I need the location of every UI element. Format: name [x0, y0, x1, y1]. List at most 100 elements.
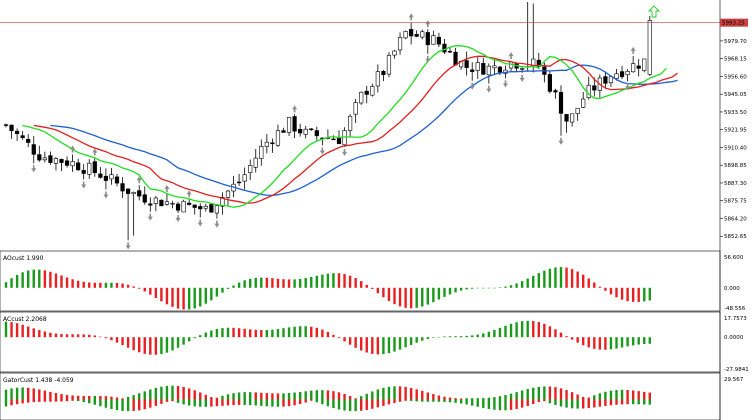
gator-upper-bar — [565, 390, 568, 400]
candle-bear — [636, 65, 641, 69]
ao-bar — [326, 273, 330, 288]
gator-lower-bar — [376, 399, 380, 408]
gator-lower-bar — [4, 399, 8, 407]
gator-lower-bar — [643, 399, 646, 405]
candle-bear — [497, 66, 503, 73]
candle-bear — [37, 154, 42, 161]
fractal-down-icon — [31, 165, 37, 173]
candle-bear — [436, 36, 442, 45]
candle-bear — [270, 142, 275, 145]
ao-bar — [537, 273, 540, 288]
gator-upper-bar — [176, 386, 180, 400]
gator-upper-bar — [476, 398, 479, 400]
gator-upper-bar — [615, 390, 618, 400]
gator-lower-bar — [548, 399, 552, 404]
gator-lower-bar — [187, 399, 191, 406]
fractal-up-icon — [630, 46, 636, 54]
ao-bar — [448, 287, 452, 295]
gator-lower-bar — [465, 399, 468, 405]
gator-upper-bar — [110, 396, 113, 400]
gator-lower-bar — [60, 399, 63, 402]
ac-bar — [393, 337, 396, 352]
fractal-down-icon — [558, 137, 564, 145]
candle-bear — [114, 176, 120, 184]
gator-lower-bar — [271, 399, 274, 407]
candle-bear — [425, 32, 430, 46]
gator-lower-bar — [637, 399, 640, 405]
gator-lower-bar — [509, 399, 513, 410]
gator-upper-bar — [154, 387, 158, 400]
gator-upper-bar — [293, 392, 296, 400]
ac-bar — [121, 337, 124, 346]
ac-bar — [243, 328, 246, 338]
gator-lower-bar — [71, 399, 74, 401]
fractal-up-icon — [92, 148, 98, 156]
price-tick-label: 5910.40 — [724, 145, 747, 151]
ac-bar — [387, 337, 391, 354]
gator-upper-bar — [199, 392, 202, 400]
candle-bear — [187, 202, 192, 205]
candle-bear — [192, 204, 197, 208]
ac-bar — [382, 337, 385, 355]
ao-bar — [582, 274, 585, 288]
gator-upper-bar — [187, 388, 191, 400]
gator-upper-bar — [343, 393, 346, 400]
gator-upper-bar — [604, 391, 607, 400]
ac-indicator-pane[interactable]: ACcust 2.2068 17.7573 0.0000 -27.9841 — [0, 311, 749, 373]
gator-lower-bar — [559, 399, 563, 407]
candle-bear — [142, 194, 147, 203]
ac-bar — [182, 337, 185, 345]
candle-bear — [470, 69, 475, 72]
fractal-down-icon — [486, 85, 492, 93]
gator-indicator-pane[interactable]: GatorCust 1.438 -4.059 29.567 — [0, 372, 744, 420]
candle-bull — [420, 31, 425, 38]
gator-lower-bar — [49, 399, 52, 402]
fractal-down-icon — [503, 80, 508, 88]
ac-bar — [21, 324, 24, 338]
fractal-down-icon — [125, 242, 131, 250]
gator-lower-bar — [176, 399, 180, 403]
ao-bar — [160, 287, 163, 302]
ao-bar — [243, 280, 246, 288]
gator-lower-bar — [404, 399, 407, 401]
ac-bar — [260, 330, 263, 338]
gator-upper-bar — [487, 397, 491, 400]
candle-bull — [214, 205, 220, 214]
ac-bar — [204, 332, 207, 338]
ao-bar — [126, 284, 130, 288]
ao-bar — [187, 287, 191, 310]
ao-bar — [304, 278, 307, 288]
ac-bar — [565, 336, 568, 338]
ao-bar — [515, 283, 518, 288]
ao-pane-label: AOcust 1.990 — [3, 255, 44, 262]
ao-bar — [459, 287, 463, 291]
gator-lower-bar — [443, 399, 446, 402]
gator-lower-bar — [260, 399, 263, 406]
ao-bar — [199, 287, 202, 307]
fractal-down-icon — [214, 220, 220, 228]
ac-bar — [637, 337, 640, 345]
gator-upper-bar — [21, 387, 24, 400]
gator-upper-bar — [171, 385, 174, 400]
ac-bar — [132, 337, 135, 351]
ao-bar — [149, 287, 152, 295]
ao-bar — [615, 287, 618, 298]
candle-bull — [625, 71, 630, 76]
ac-bar — [409, 337, 413, 345]
ac-bar — [138, 337, 141, 353]
ac-bar — [520, 321, 524, 338]
ao-bar — [76, 280, 80, 288]
gator-lower-bar — [360, 399, 363, 411]
candle-bull — [614, 73, 619, 79]
gator-upper-bar — [382, 387, 385, 400]
ao-bar — [193, 287, 196, 309]
candle-bull — [492, 65, 497, 69]
candle-bull — [242, 174, 247, 182]
ao-indicator-pane[interactable]: AOcust 1.990 56.600 0.000 -48.556 — [0, 250, 746, 312]
ac-bar — [443, 336, 446, 338]
ao-bar — [237, 282, 241, 288]
fractal-up-icon — [425, 20, 431, 28]
ac-bar — [554, 329, 557, 338]
